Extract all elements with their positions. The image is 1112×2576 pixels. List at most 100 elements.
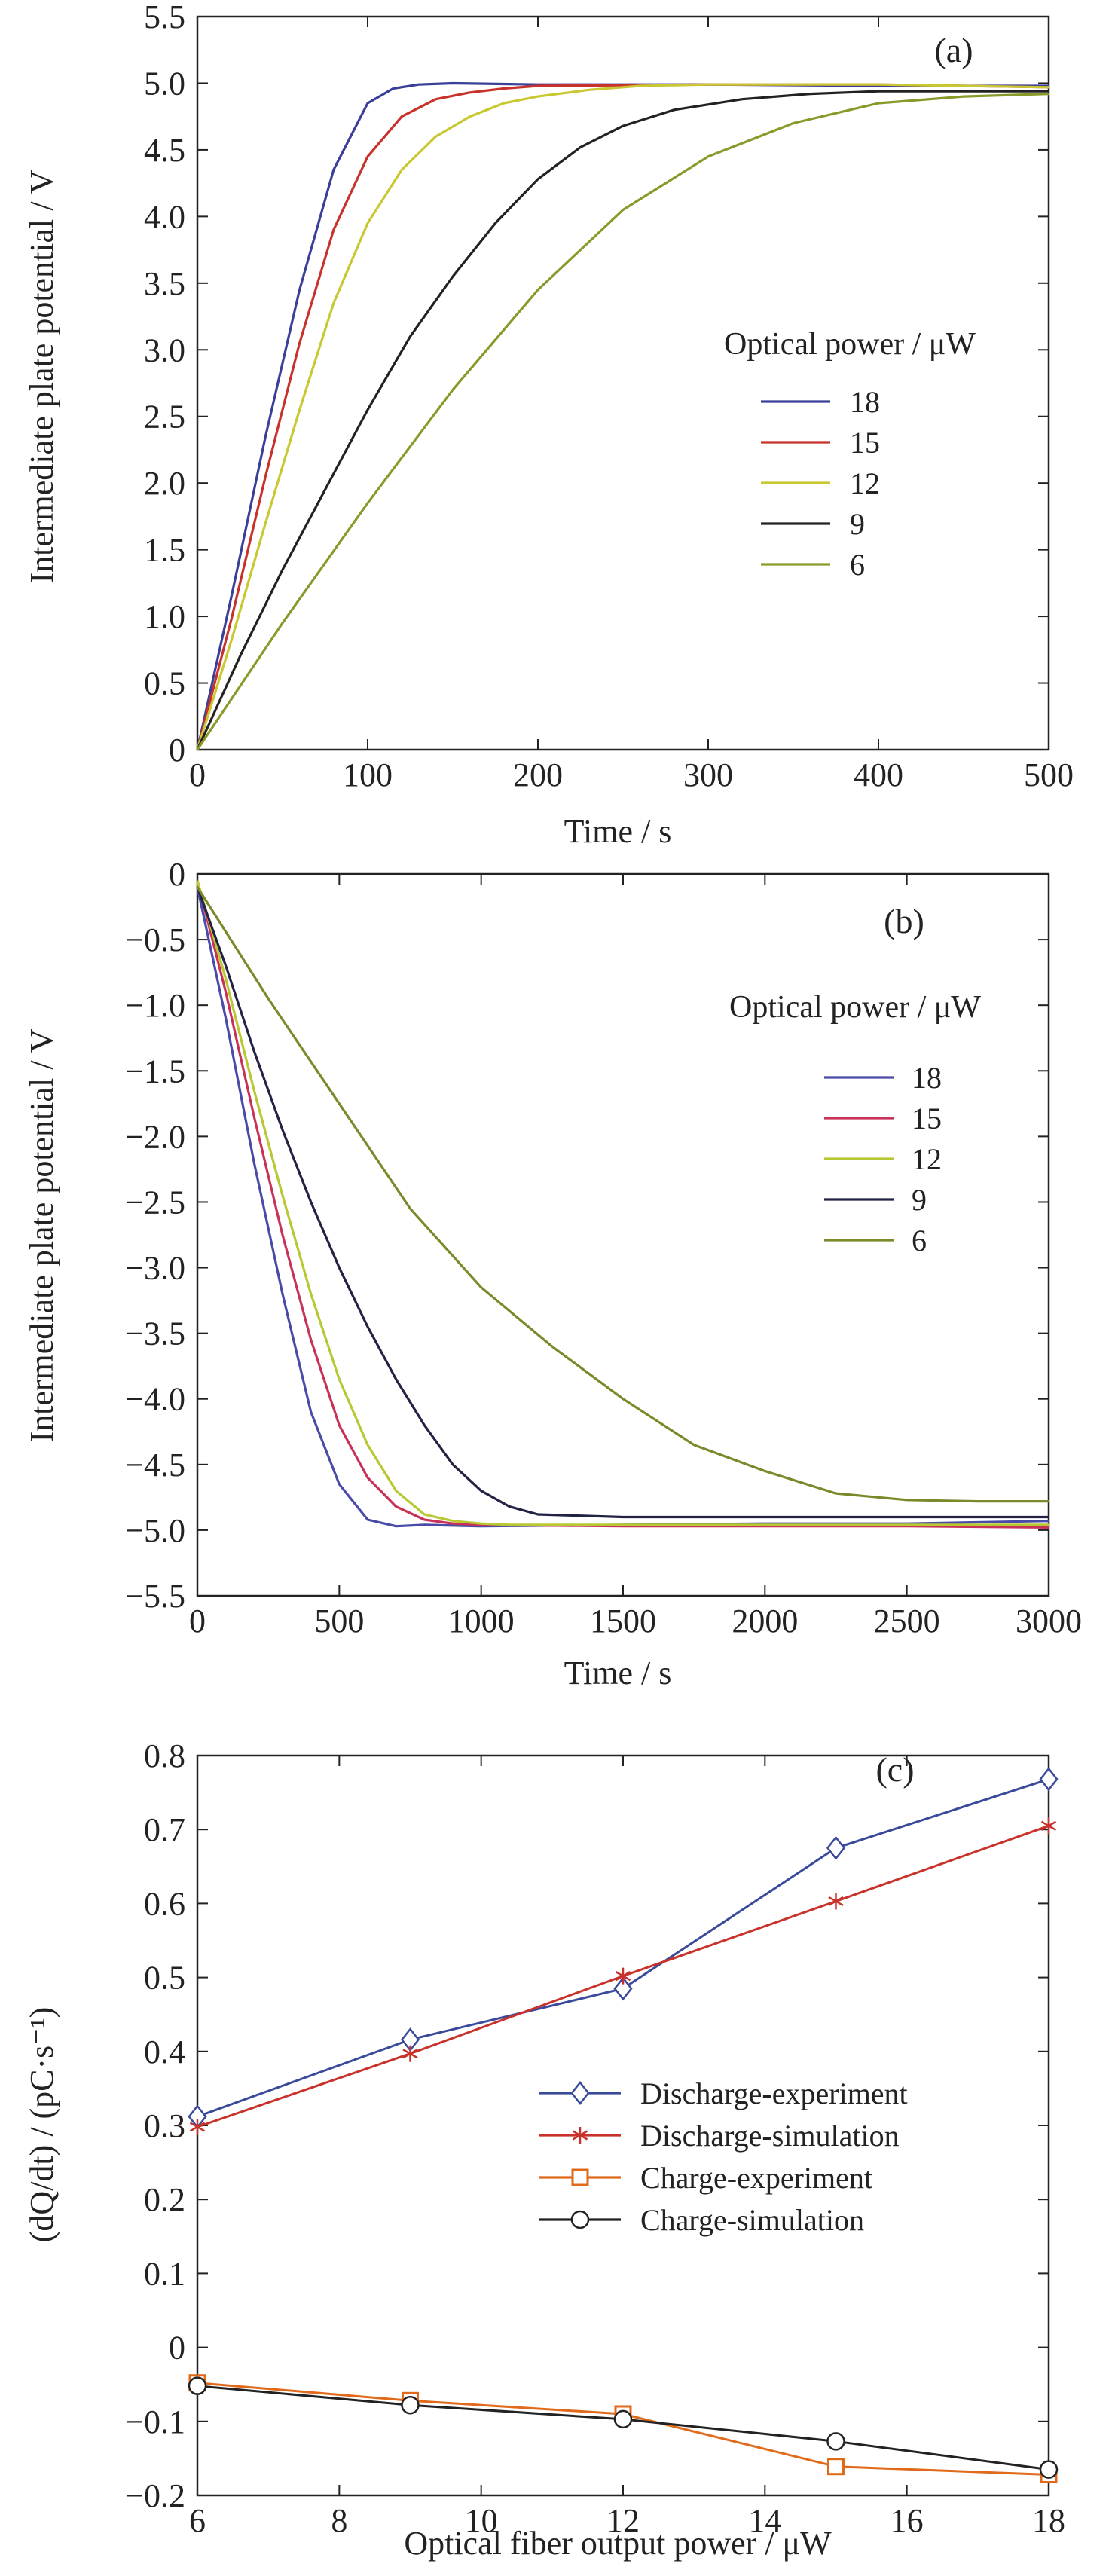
series-line <box>196 93 1049 750</box>
panel-b-chart: Intermediate plate potential / V Time / … <box>23 856 1082 1691</box>
y-tick-label: 0.7 <box>144 1811 185 1848</box>
panel-c-ylabel: (dQ/dt) / (pC·s⁻¹) <box>23 2007 60 2243</box>
series-12: 12 <box>196 83 1049 750</box>
series-discharge-simulation: Discharge-simulation <box>189 1817 1057 2153</box>
series-15: 15 <box>196 83 1049 750</box>
y-tick-label: 2.5 <box>144 399 185 435</box>
asterisk-marker <box>402 2045 418 2062</box>
y-tick-label: 0.5 <box>144 1960 185 1997</box>
circle-marker <box>401 2395 420 2415</box>
x-tick-label: 0 <box>189 1603 206 1639</box>
x-tick-label: 400 <box>854 756 903 793</box>
series-line <box>196 81 1049 750</box>
y-tick-label: −0.5 <box>125 921 185 958</box>
x-tick-label: 500 <box>314 1603 364 1639</box>
diamond-marker <box>826 1835 846 1860</box>
x-tick-label: 3000 <box>1016 1603 1082 1639</box>
y-tick-label: −3.5 <box>125 1316 185 1352</box>
legend-label: 9 <box>912 1183 927 1217</box>
legend-label: 6 <box>912 1224 927 1257</box>
y-tick-label: −1.0 <box>125 987 185 1024</box>
circle-marker <box>570 2210 590 2229</box>
asterisk-marker <box>189 2118 206 2135</box>
square-marker <box>571 2168 589 2186</box>
x-tick-label: 14 <box>748 2502 781 2539</box>
y-tick-label: 0.4 <box>144 2034 185 2070</box>
y-tick-label: −5.0 <box>125 1512 185 1549</box>
legend-label: 18 <box>912 1061 942 1095</box>
x-tick-label: 500 <box>1024 756 1074 793</box>
y-tick-label: 5.0 <box>144 65 185 102</box>
series-line <box>196 83 1049 750</box>
y-tick-label: −0.1 <box>125 2403 185 2440</box>
circle-marker <box>1039 2460 1059 2479</box>
asterisk-marker <box>572 2127 588 2144</box>
panel-b-xlabel: Time / s <box>564 1655 672 1691</box>
series-charge-experiment: Charge-experiment <box>188 2161 1058 2484</box>
y-tick-label: 1.5 <box>144 532 185 569</box>
series-9: 9 <box>196 886 1049 1519</box>
legend-label: 12 <box>850 466 880 500</box>
plot-frame <box>196 15 1050 751</box>
x-tick-label: 1000 <box>448 1603 515 1639</box>
series-9: 9 <box>196 90 1049 750</box>
square-marker <box>827 2458 845 2476</box>
series-line <box>196 90 1049 750</box>
panel-b-label: (b) <box>884 902 924 940</box>
legend-label: 18 <box>850 385 880 419</box>
diamond-marker <box>613 1976 633 2001</box>
legend-label: 15 <box>850 426 880 460</box>
legend-label: Discharge-simulation <box>640 2119 900 2153</box>
series-line <box>196 880 1049 1529</box>
x-tick-label: 300 <box>683 756 733 793</box>
x-tick-label: 16 <box>891 2502 924 2539</box>
panel-a-chart: Intermediate plate potential / V Time / … <box>23 0 1074 850</box>
x-tick-label: 200 <box>513 756 563 793</box>
series-line <box>197 1777 1049 2118</box>
y-tick-label: 3.0 <box>144 332 185 368</box>
series-15: 15 <box>196 880 1049 1529</box>
x-tick-label: 10 <box>465 2502 498 2539</box>
y-tick-label: 0.6 <box>144 1885 185 1922</box>
y-tick-label: 0 <box>169 2330 185 2367</box>
panel-a-legend-title: Optical power / μW <box>724 327 976 362</box>
asterisk-marker <box>1040 1817 1057 1835</box>
y-tick-label: −0.2 <box>125 2477 185 2514</box>
y-tick-label: −3.0 <box>125 1250 185 1287</box>
asterisk-marker <box>828 1893 844 1910</box>
x-tick-label: 18 <box>1032 2502 1065 2539</box>
y-tick-label: 0 <box>169 856 185 893</box>
series-charge-simulation: Charge-simulation <box>188 2203 1059 2479</box>
panel-c-chart: (dQ/dt) / (pC·s⁻¹) Optical fiber output … <box>23 1737 1065 2562</box>
x-tick-label: 12 <box>606 2502 640 2539</box>
legend-label: 12 <box>912 1142 942 1176</box>
series-18: 18 <box>196 81 1049 750</box>
x-tick-label: 2000 <box>732 1603 798 1639</box>
y-tick-label: −2.0 <box>125 1118 185 1155</box>
asterisk-marker <box>615 1967 631 1985</box>
panel-b-legend-title: Optical power / μW <box>729 990 981 1025</box>
plot-frame <box>196 1754 1050 2497</box>
y-tick-label: 0.1 <box>144 2255 185 2292</box>
y-tick-label: −5.5 <box>125 1578 185 1615</box>
panel-c-xlabel: Optical fiber output power / μW <box>404 2525 832 2562</box>
y-tick-label: 1.0 <box>144 598 185 635</box>
x-tick-label: 0 <box>189 756 206 793</box>
legend-label: 15 <box>912 1102 942 1135</box>
y-tick-label: 5.5 <box>144 0 185 35</box>
panel-a-xlabel: Time / s <box>564 813 672 850</box>
legend-label: Discharge-experiment <box>640 2076 908 2110</box>
y-tick-label: −4.0 <box>125 1381 185 1418</box>
x-tick-label: 1500 <box>590 1603 656 1639</box>
y-tick-label: 0 <box>169 732 185 769</box>
y-tick-label: 2.0 <box>144 465 185 502</box>
diamond-marker <box>1039 1767 1059 1792</box>
series-12: 12 <box>196 880 1049 1526</box>
circle-marker <box>613 2409 633 2429</box>
y-tick-label: 0.5 <box>144 665 185 702</box>
y-tick-label: 0.2 <box>144 2181 185 2218</box>
legend-label: 6 <box>850 548 865 582</box>
y-tick-label: 3.5 <box>144 265 185 302</box>
x-tick-label: 2500 <box>874 1603 940 1639</box>
